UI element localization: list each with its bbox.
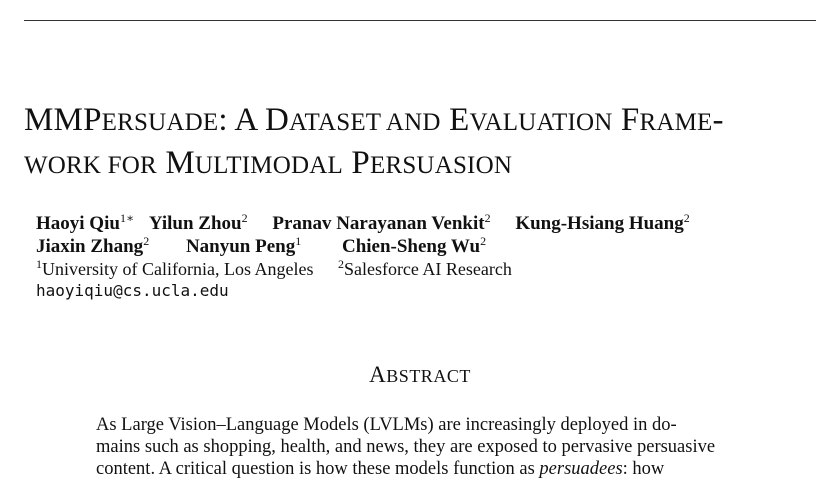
author-name: Jiaxin Zhang <box>36 236 144 257</box>
top-rule <box>24 20 816 21</box>
author-row: Jiaxin Zhang2 Nanyun Peng1 Chien-Sheng W… <box>36 235 690 258</box>
author-name: Kung-Hsiang Huang <box>515 213 684 234</box>
affiliation-name: University of California, Los Angeles <box>42 259 314 279</box>
author-row: Haoyi Qiu1∗ Yilun Zhou2 Pranav Narayanan… <box>36 212 690 235</box>
title-line-1: MMPERSUADE: A DATASET AND EVALUATION FRA… <box>24 102 724 138</box>
author-affiliation-mark: 1∗ <box>119 211 135 225</box>
author-affiliation-mark: 2 <box>241 211 248 225</box>
paper-title: MMPERSUADE: A DATASET AND EVALUATION FRA… <box>24 100 824 186</box>
emphasis-text: persuadees <box>539 459 623 479</box>
author-email: haoyiqiu@cs.ucla.edu <box>36 281 229 300</box>
author-name: Pranav Narayanan Venkit <box>272 213 485 234</box>
author-name: Haoyi Qiu <box>36 213 120 234</box>
affiliation-line: 1University of California, Los Angeles 2… <box>36 257 512 279</box>
abstract-line: As Large Vision–Language Models (LVLMs) … <box>96 415 677 435</box>
affiliation-name: Salesforce AI Research <box>343 259 512 279</box>
author-name: Chien-Sheng Wu <box>341 236 481 257</box>
abstract-line: mains such as shopping, health, and news… <box>96 437 716 457</box>
abstract-heading: ABSTRACT <box>369 362 471 387</box>
author-affiliation-mark: 2 <box>143 234 150 248</box>
abstract-body: As Large Vision–Language Models (LVLMs) … <box>96 414 746 480</box>
author-block: Haoyi Qiu1∗ Yilun Zhou2 Pranav Narayanan… <box>36 212 690 302</box>
abstract-line: content. A critical question is how thes… <box>96 459 665 479</box>
author-affiliation-mark: 1 <box>295 234 302 248</box>
author-name: Yilun Zhou <box>148 213 242 234</box>
title-line-2: WORK FOR MULTIMODAL PERSUASION <box>24 145 513 181</box>
author-affiliation-mark: 2 <box>683 211 690 225</box>
author-affiliation-mark: 2 <box>484 211 491 225</box>
author-affiliation-mark: 2 <box>480 234 487 248</box>
author-name: Nanyun Peng <box>185 236 296 257</box>
